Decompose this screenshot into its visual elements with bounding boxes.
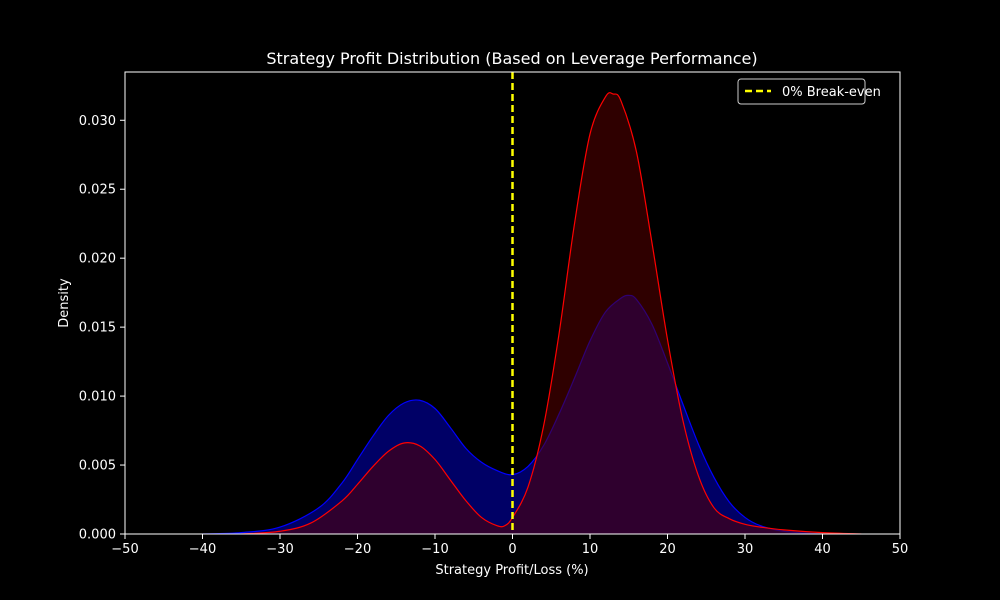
x-tick-label: −20 — [344, 542, 371, 557]
y-tick-label: 0.030 — [79, 114, 116, 129]
plot-area — [124, 71, 901, 535]
x-tick-label: −30 — [266, 542, 293, 557]
x-tick-label: 10 — [582, 542, 599, 557]
x-tick-label: 40 — [814, 542, 831, 557]
x-tick-label: 0 — [508, 542, 516, 557]
x-tick-label: −40 — [189, 542, 216, 557]
chart-title: Strategy Profit Distribution (Based on L… — [266, 49, 757, 68]
series-layer — [202, 92, 862, 534]
y-tick-label: 0.000 — [79, 528, 116, 543]
y-axis-label: Density — [57, 278, 72, 328]
series-2-line — [241, 92, 862, 534]
x-axis-label: Strategy Profit/Loss (%) — [435, 563, 588, 578]
y-tick-label: 0.025 — [79, 183, 116, 198]
series-2-area — [241, 92, 862, 534]
y-tick-label: 0.015 — [79, 321, 116, 336]
legend: 0% Break-even — [737, 78, 881, 105]
x-axis: −50 −40 −30 −20 −10 0 10 20 30 40 50 — [111, 534, 908, 557]
x-tick-label: 20 — [659, 542, 676, 557]
legend-label-break-even: 0% Break-even — [782, 85, 881, 100]
x-tick-label: 50 — [892, 542, 909, 557]
legend-box — [737, 78, 866, 105]
x-tick-label: −50 — [111, 542, 138, 557]
x-tick-label: −10 — [421, 542, 448, 557]
y-tick-label: 0.010 — [79, 390, 116, 405]
y-tick-label: 0.020 — [79, 252, 116, 267]
y-tick-label: 0.005 — [79, 459, 116, 474]
y-axis: 0.000 0.005 0.010 0.015 0.020 0.025 0.030 — [79, 114, 125, 543]
x-tick-label: 30 — [737, 542, 754, 557]
